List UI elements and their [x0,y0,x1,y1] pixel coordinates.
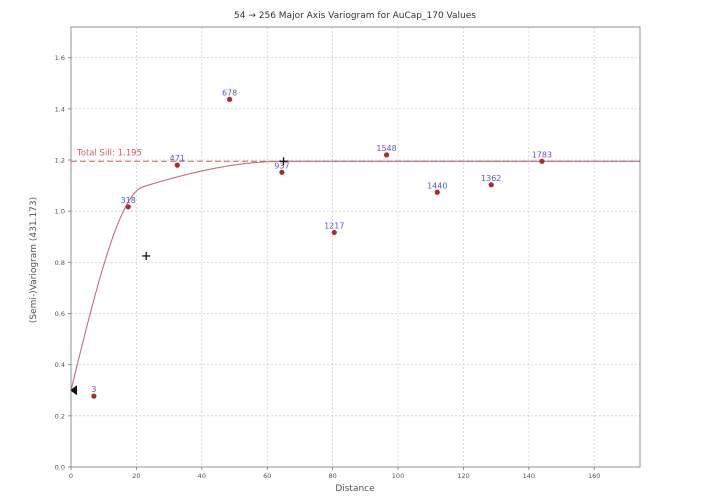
experimental-point [539,158,545,164]
experimental-point [383,152,390,158]
x-tick-label: 40 [198,472,206,480]
nugget-marker [70,385,77,396]
pair-count-label: 678 [222,88,237,97]
experimental-point [488,182,494,188]
pair-count-label: 1548 [376,144,396,153]
chart-title: 54 → 256 Major Axis Variogram for AuCap_… [234,11,476,21]
experimental-point [91,393,97,399]
range-markers [70,157,288,396]
experimental-point [227,96,233,102]
y-tick-label: 0.0 [55,464,65,472]
experimental-point [434,189,440,195]
y-tick-label: 0.2 [55,412,65,420]
x-tick-label: 20 [132,472,140,480]
x-tick-label: 80 [328,472,336,480]
x-tick-label: 140 [523,472,535,480]
x-tick-label: 60 [263,472,271,480]
model-line [70,160,640,391]
pair-count-label: 3 [91,385,96,394]
total-sill-label: Total Sill: 1.195 [76,148,142,158]
experimental-point [125,204,131,210]
y-tick-label: 1.0 [55,208,65,216]
plot-frame [70,26,641,468]
y-tick-label: 1.6 [55,54,65,62]
pair-count-label: 937 [274,161,289,170]
experimental-point [331,229,337,236]
pair-count-label: 1440 [427,181,447,190]
pair-count-label: 471 [170,154,185,163]
experimental-points: 3 318 471 678 937 1217 1548 1440 1362 1783 [91,88,552,399]
y-tick-label: 1.4 [55,105,65,113]
y-tick-label: 0.8 [55,259,65,267]
experimental-point [174,162,180,168]
y-axis-label: (Semi-)Variogram (431.173) [29,197,39,323]
x-tick-label: 0 [69,472,73,480]
y-tick-label: 0.6 [55,310,65,318]
axis-ticks: 0 20 40 60 80 100 120 140 160 0.0 0.2 0.4 0.6 0.8 1.0 1… [55,54,601,480]
x-tick-label: 100 [392,472,404,480]
pair-count-label: 318 [121,196,136,205]
x-tick-label: 160 [588,472,600,480]
pair-count-label: 1217 [324,221,344,230]
total-sill: Total Sill: 1.195 [71,148,640,162]
experimental-point [279,169,285,175]
x-axis-label: Distance [335,484,375,494]
grid [71,27,640,467]
y-tick-label: 0.4 [55,361,65,369]
x-tick-label: 120 [457,472,469,480]
pair-count-label: 1783 [532,150,552,159]
model-curve [70,160,640,391]
pair-count-label: 1362 [481,174,501,183]
y-tick-label: 1.2 [55,157,65,165]
